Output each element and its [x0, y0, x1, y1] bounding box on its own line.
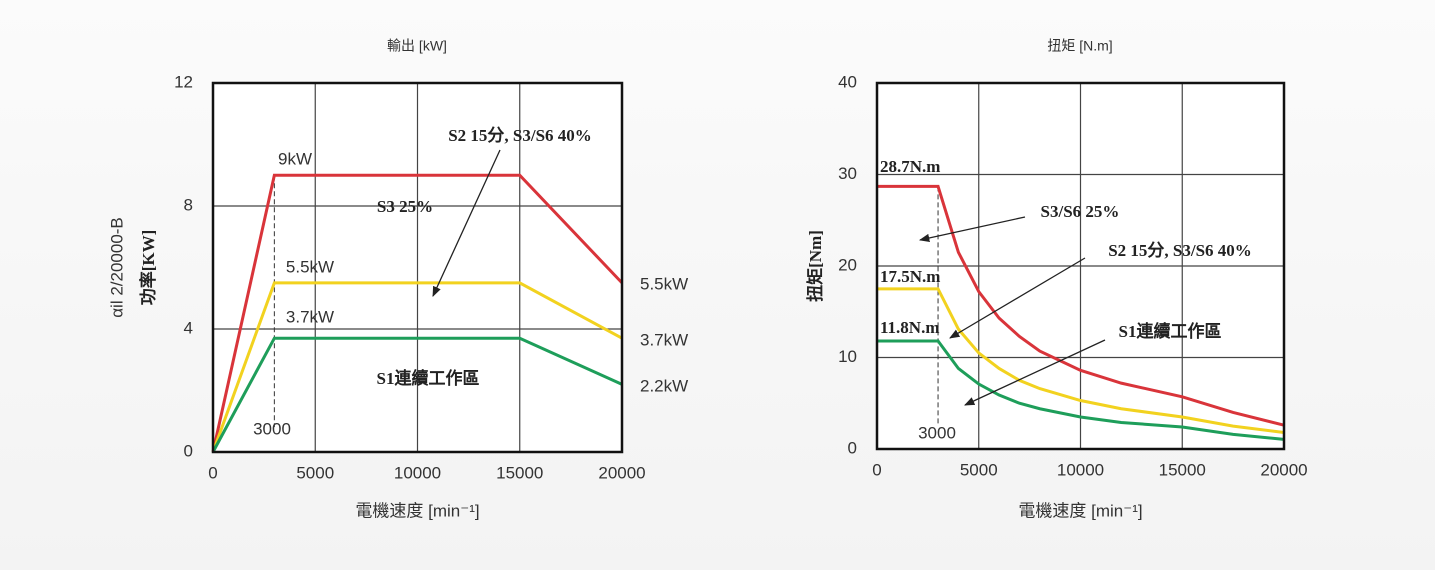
line — [211, 336, 623, 453]
annotation: 9kW — [278, 149, 312, 168]
annotation: 3000 — [253, 419, 291, 438]
x-tick-label: 0 — [208, 463, 217, 482]
series-label: S1連續工作區 — [377, 368, 480, 388]
x-tick-label: 15000 — [1159, 460, 1206, 479]
y-tick-label: 10 — [838, 347, 857, 366]
series-label: S3 25% — [377, 197, 433, 216]
annotation: 3.7kW — [286, 307, 334, 326]
y-tick-label: 12 — [174, 72, 193, 91]
arrow — [432, 149, 501, 297]
y-tick-label: 0 — [184, 441, 193, 460]
x-tick-label: 20000 — [598, 463, 645, 482]
chart-title: 輸出 [kW] — [387, 38, 447, 54]
x-tick-label: 0 — [872, 460, 881, 479]
series-label: S1連續工作區 — [1119, 321, 1222, 341]
chart-title: 扭矩 [N.m] — [1047, 38, 1112, 54]
x-axis-label: 電機速度 [min⁻¹] — [355, 501, 479, 520]
series-label: S2 15分, S3/S6 40% — [1108, 241, 1252, 260]
annotation: 5.5kW — [286, 257, 334, 276]
annotation: 5.5kW — [640, 274, 688, 293]
line — [211, 281, 623, 453]
y-axis-label: 扭矩[Nm] — [805, 230, 825, 302]
annotation: 2.2kW — [640, 376, 688, 395]
y-tick-label: 40 — [838, 72, 857, 91]
x-tick-label: 5000 — [296, 463, 334, 482]
annotation: 17.5N.m — [880, 267, 940, 286]
annotation: 3000 — [918, 423, 956, 442]
y-axis-label: 功率[KW] — [138, 230, 158, 306]
arrow — [949, 257, 1086, 339]
x-axis-label: 電機速度 [min⁻¹] — [1018, 501, 1142, 520]
line — [877, 184, 1285, 427]
x-tick-label: 5000 — [960, 460, 998, 479]
y-tick-label: 4 — [184, 318, 193, 337]
line — [877, 287, 1285, 435]
y-tick-label: 8 — [184, 195, 193, 214]
annotation: 11.8N.m — [880, 318, 940, 337]
plot-border — [211, 81, 624, 454]
y-tick-label: 0 — [848, 438, 857, 457]
y-tick-label: 20 — [838, 255, 857, 274]
arrow — [964, 339, 1106, 406]
annotation: 3.7kW — [640, 330, 688, 349]
series-label: S3/S6 25% — [1041, 202, 1120, 221]
arrow — [918, 216, 1026, 243]
series-label: S2 15分, S3/S6 40% — [448, 126, 592, 145]
x-tick-label: 20000 — [1260, 460, 1307, 479]
x-tick-label: 15000 — [496, 463, 543, 482]
plot-border — [875, 81, 1286, 451]
x-tick-label: 10000 — [1057, 460, 1104, 479]
y-tick-label: 30 — [838, 164, 857, 183]
annotation: 28.7N.m — [880, 157, 940, 176]
line — [877, 339, 1285, 441]
y-axis-label: αil 2/20000-B — [107, 217, 126, 318]
x-tick-label: 10000 — [394, 463, 441, 482]
line — [211, 173, 624, 453]
